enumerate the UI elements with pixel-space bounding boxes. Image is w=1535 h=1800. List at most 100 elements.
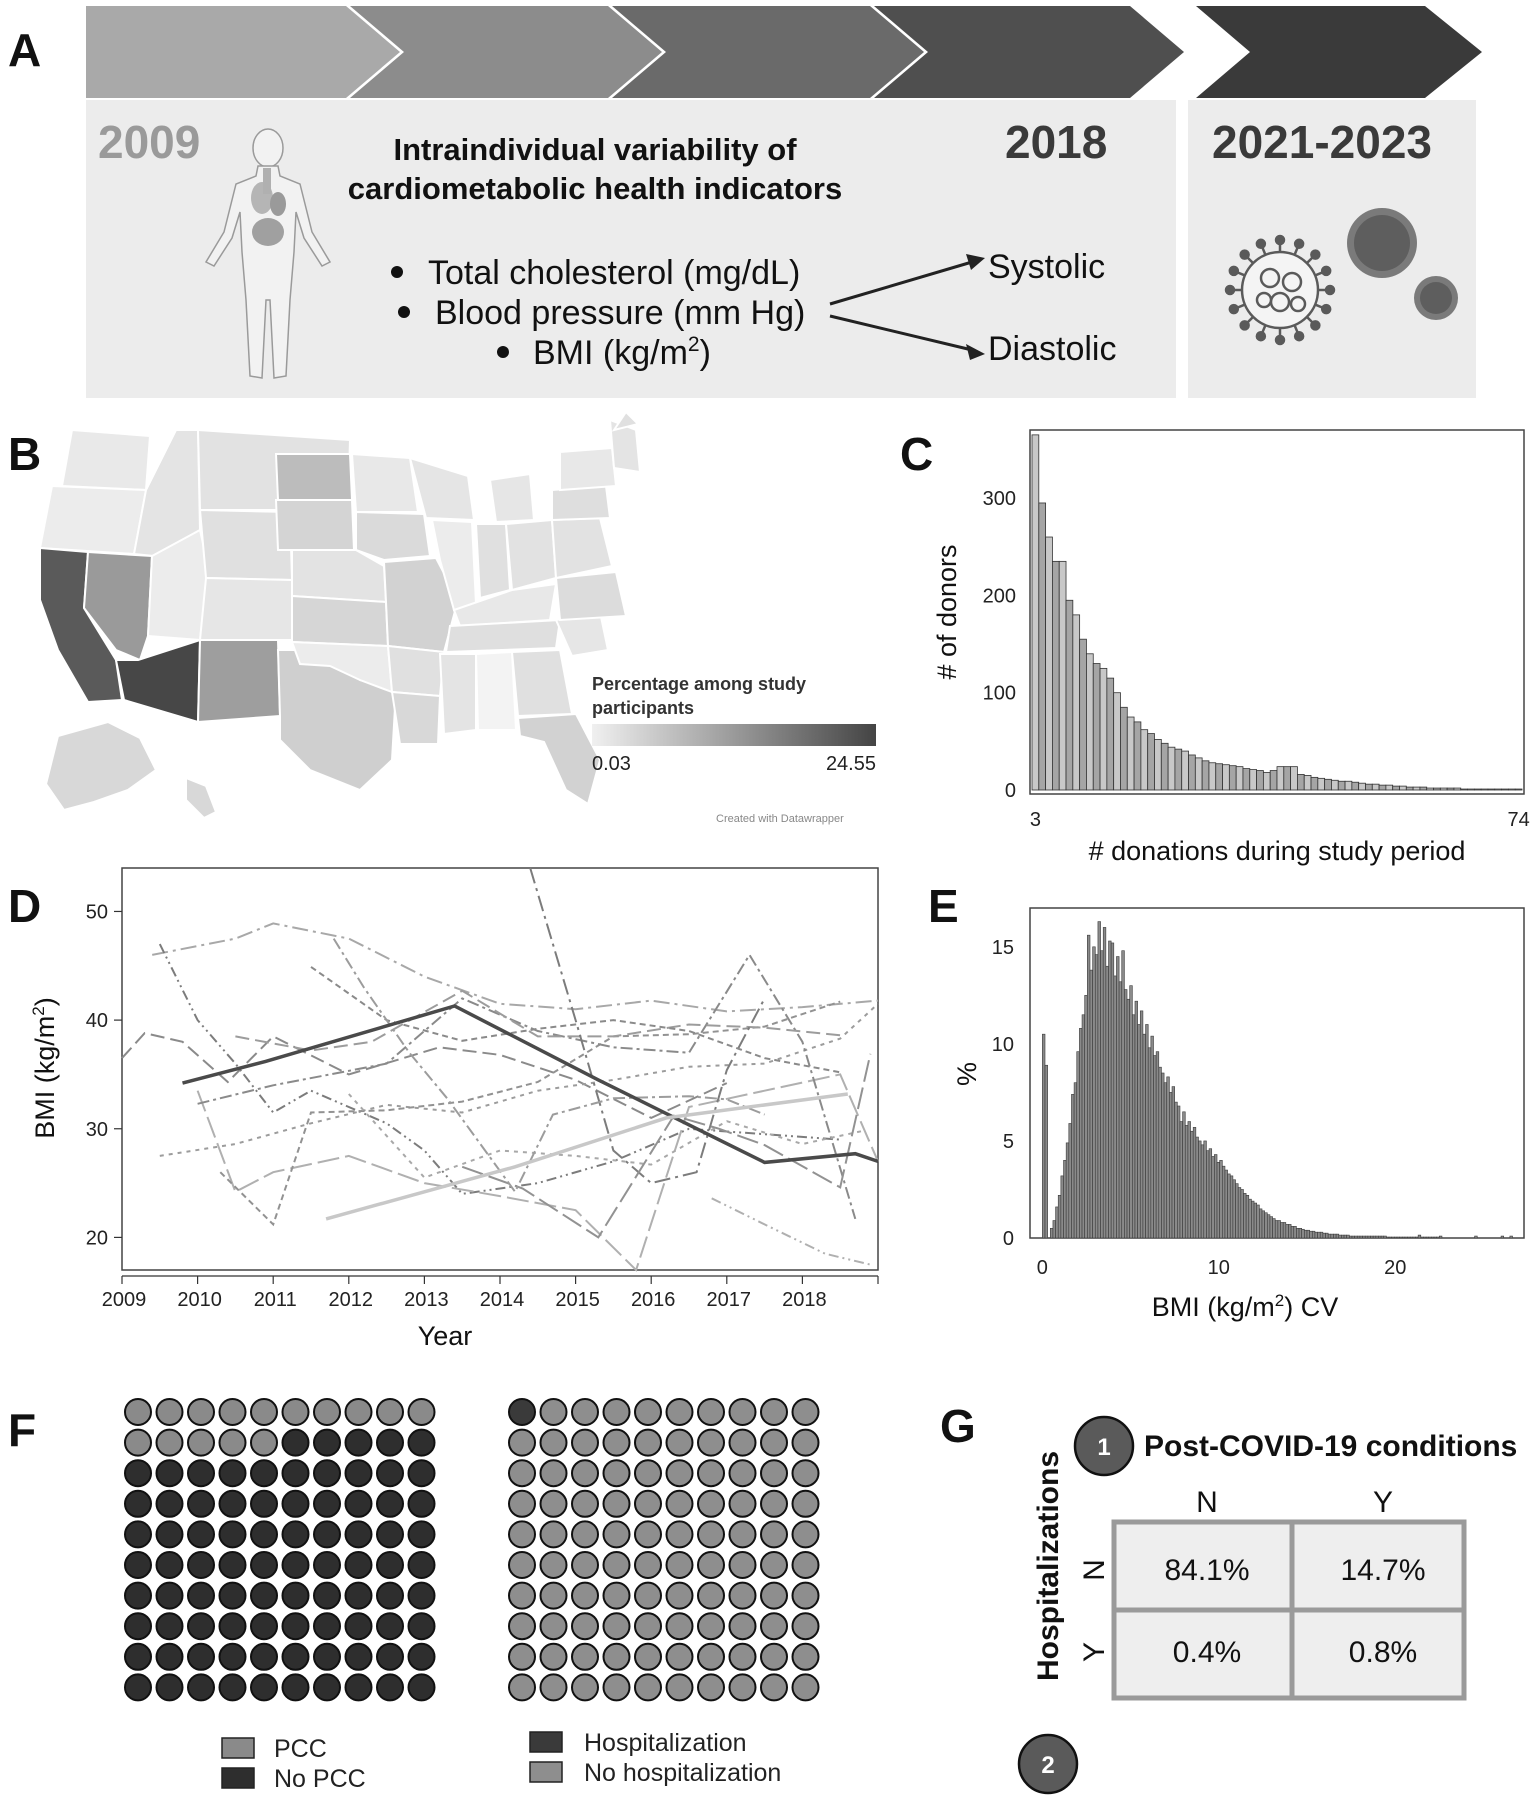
waffle-dot — [728, 1581, 757, 1610]
cv-histogram-bar — [1251, 1200, 1255, 1239]
state-south-dakota — [274, 499, 356, 551]
cv-histogram-bar — [1409, 1236, 1414, 1239]
x-tick-label: 74 — [1507, 809, 1529, 831]
virus-particle-small-core — [1420, 282, 1452, 314]
cv-histogram-bar — [1169, 1092, 1173, 1239]
cv-histogram-bar — [1065, 1142, 1070, 1239]
waffle-dot — [218, 1642, 247, 1671]
histogram-bar — [1249, 769, 1257, 791]
waffle-dot — [665, 1459, 694, 1488]
waffle-dot — [760, 1520, 788, 1549]
waffle-dot — [791, 1459, 820, 1488]
state-michigan — [488, 472, 536, 524]
waffle-dot — [376, 1398, 404, 1426]
x-tick-label: 10 — [1208, 1257, 1230, 1279]
panel-f: F PCC No PCC Hospitalization No hospital… — [8, 1398, 820, 1793]
cv-histogram-bar — [1076, 1051, 1080, 1239]
waffle-dot — [634, 1459, 662, 1488]
waffle-dot — [344, 1673, 373, 1702]
cell-y-n: 0.4% — [1173, 1636, 1241, 1669]
cv-histogram-bar — [1211, 1156, 1215, 1239]
state-indiana — [474, 523, 512, 600]
waffle-dot — [218, 1428, 247, 1457]
waffle-dot — [313, 1673, 341, 1702]
map-credit: Created with Datawrapper — [716, 813, 844, 825]
waffle-dot — [281, 1459, 310, 1488]
histogram-bar — [1160, 742, 1169, 791]
cv-histogram-bar — [1094, 954, 1099, 1239]
waffle-dot — [571, 1428, 599, 1457]
cv-histogram-bar — [1113, 975, 1117, 1239]
waffle-dot — [313, 1612, 341, 1641]
virus-spike-tip — [1324, 284, 1336, 296]
timeline-chevron-4 — [874, 6, 1184, 98]
waffle-dot — [124, 1398, 152, 1426]
waffle-dot — [539, 1459, 568, 1488]
waffle-dot — [155, 1673, 184, 1702]
arrow-diastolic — [829, 314, 973, 352]
bmi-trajectory-line — [711, 1197, 871, 1266]
waffle-dot — [313, 1489, 341, 1518]
waffle-dot — [376, 1642, 404, 1671]
waffle-dot — [250, 1489, 278, 1518]
state-arkansas — [386, 644, 446, 698]
cv-histogram-bar — [1116, 956, 1120, 1239]
chart-d-y-axis-label: BMI (kg/m2) — [29, 997, 60, 1138]
virus-spike-tip — [1224, 284, 1236, 296]
histogram-bar — [1487, 788, 1496, 791]
waffle-dot — [760, 1428, 788, 1457]
cv-histogram-bar — [1042, 1033, 1046, 1239]
waffle-dot — [124, 1581, 152, 1610]
waffle-dot — [313, 1551, 341, 1579]
cv-histogram-bar — [1105, 965, 1109, 1239]
cv-histogram-bar — [1097, 921, 1101, 1239]
chart-c-x-axis-label: # donations during study period — [1089, 836, 1466, 866]
cv-histogram-bar — [1124, 989, 1128, 1239]
waffle-dot — [634, 1642, 662, 1671]
waffle-dot — [539, 1551, 568, 1579]
x-tick-label: 2015 — [555, 1289, 600, 1311]
waffle-dot — [281, 1551, 310, 1579]
state-ohio — [504, 518, 558, 592]
waffle-dot — [602, 1459, 631, 1488]
cv-histogram-bar — [1121, 950, 1125, 1239]
waffle-dot — [187, 1642, 215, 1671]
waffle-dot — [760, 1581, 788, 1610]
waffle-dot — [344, 1642, 373, 1671]
histogram-bar — [1194, 757, 1203, 791]
waffle-dot — [571, 1489, 599, 1518]
marker-1-circle — [1073, 1415, 1135, 1477]
cv-histogram-bar — [1163, 1082, 1168, 1239]
bmi-trajectory-line — [219, 1000, 841, 1227]
waffle-dot — [665, 1398, 694, 1426]
histogram-bar — [1358, 782, 1366, 791]
waffle-dot — [407, 1398, 436, 1426]
waffle-dot — [508, 1612, 536, 1641]
waffle-dot — [407, 1520, 436, 1549]
histogram-bar — [1324, 778, 1332, 791]
map-legend-title-line1: Percentage among study — [592, 674, 806, 694]
state-georgia — [510, 648, 574, 718]
chart-d-frame — [121, 867, 879, 1271]
timeline-chevron-3 — [612, 6, 924, 98]
waffle-dot — [250, 1398, 278, 1426]
bullet-dot — [398, 306, 410, 318]
waffle-dot — [344, 1520, 373, 1549]
histogram-bar — [1174, 748, 1183, 791]
histogram-bar — [1167, 746, 1176, 791]
waffle-dot — [665, 1673, 694, 1702]
cv-histogram-bar — [1068, 1123, 1072, 1239]
histogram-bar — [1419, 786, 1428, 791]
cv-histogram-bar — [1474, 1235, 1478, 1239]
histogram-bar — [1106, 677, 1115, 791]
waffle-dot — [602, 1642, 631, 1671]
cv-histogram-bar — [1060, 1175, 1064, 1239]
bullet-bmi: BMI (kg/m2) — [533, 333, 711, 372]
histogram-bar — [1147, 733, 1155, 791]
waffle-dot — [539, 1520, 568, 1549]
x-tick-label: 20 — [1384, 1257, 1406, 1279]
histogram-bar — [1038, 502, 1047, 791]
cv-histogram-bar — [1311, 1230, 1316, 1239]
virus-spike-tip — [1274, 334, 1286, 346]
